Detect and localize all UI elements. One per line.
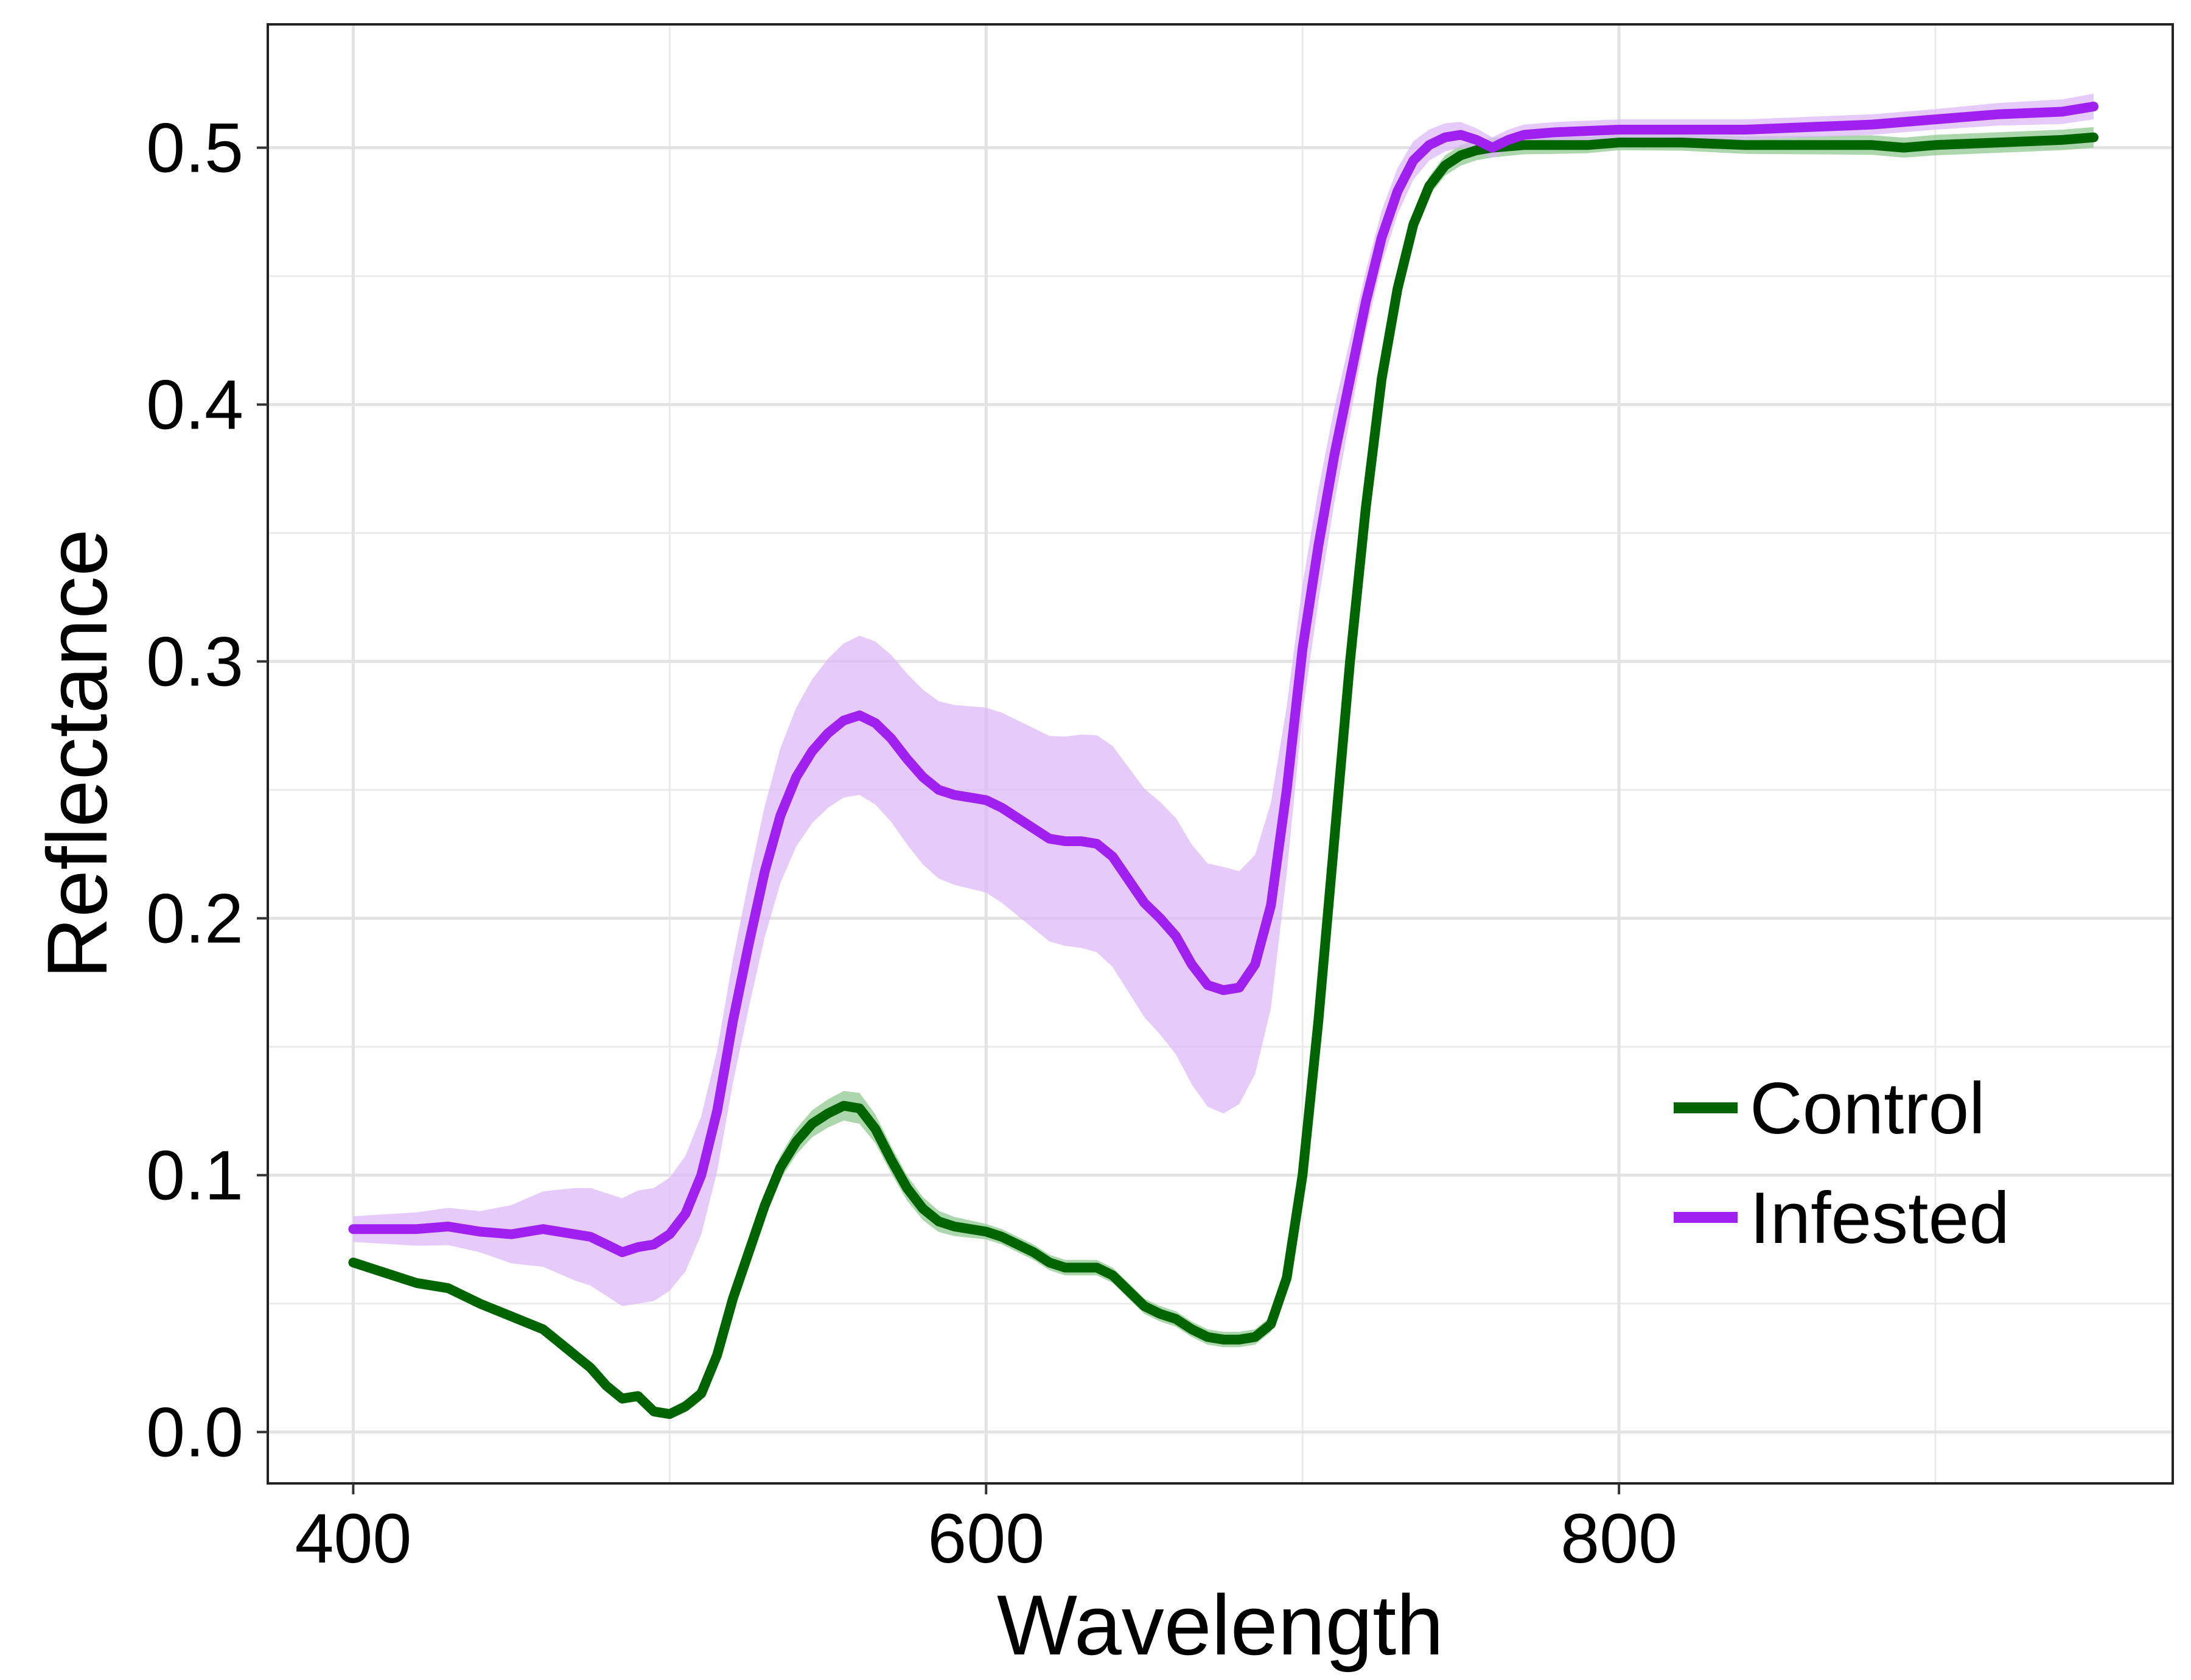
legend-label-infested: Infested [1750,1177,2010,1259]
minor-grid [268,24,2173,1483]
y-tick-label: 0.4 [146,366,243,444]
y-tick-label: 0.5 [146,110,243,187]
x-tick-label: 800 [1560,1500,1677,1578]
series-line-infested [348,102,2098,1258]
x-tick-label: 600 [928,1500,1044,1578]
x-tick-label: 400 [295,1500,411,1578]
x-axis-ticks: 400 600 800 [295,1483,1677,1578]
series-lines [348,102,2098,1419]
y-axis-title: Reflectance [29,529,125,979]
y-tick-label: 0.1 [146,1137,243,1215]
y-tick-label: 0.2 [146,880,243,958]
y-tick-label: 0.3 [146,623,243,701]
y-axis-ticks: 0.0 0.1 0.2 0.3 0.4 0.5 [146,110,268,1472]
legend-label-control: Control [1750,1068,1985,1149]
error-bands [353,93,2094,1419]
legend: Control Infested [1674,1068,2010,1259]
error-band-infested [353,93,2094,1306]
plot-panel-border [267,23,2174,1485]
x-axis-title: Wavelength [997,1577,1444,1673]
y-tick-label: 0.0 [146,1394,243,1472]
